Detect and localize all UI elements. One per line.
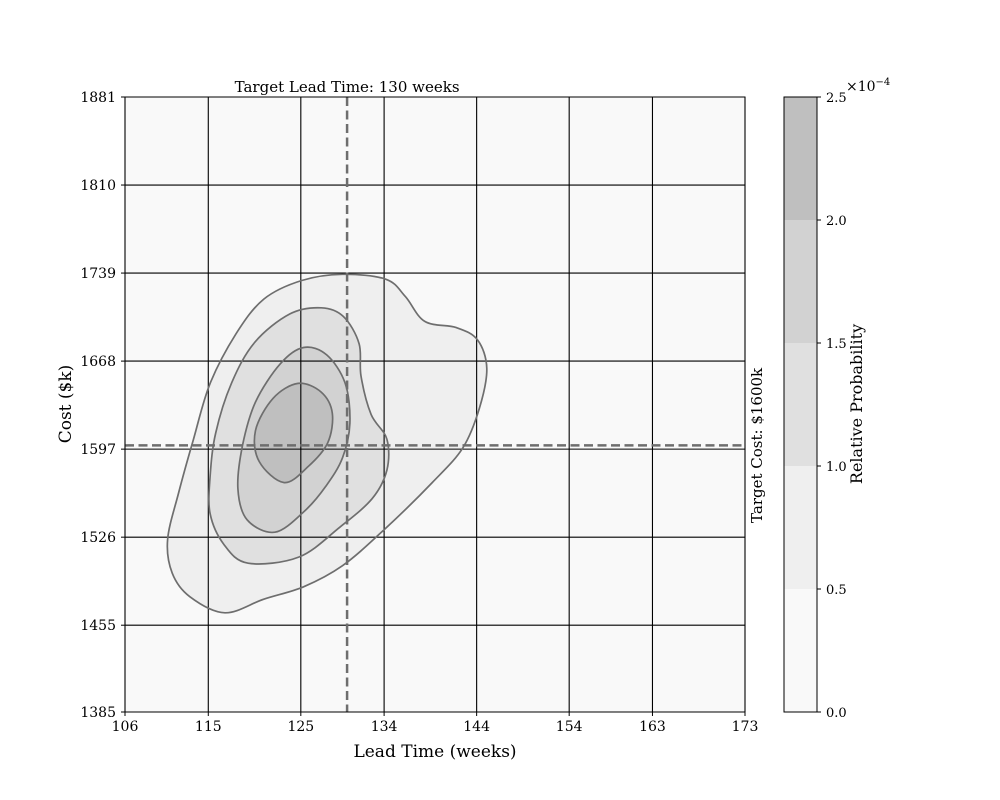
colorbar-band-0	[784, 589, 817, 712]
colorbar-scale-exponent: −4	[876, 77, 891, 88]
y-tick-label: 1668	[80, 354, 116, 370]
x-tick-label: 134	[371, 719, 398, 735]
colorbar-band-2	[784, 343, 817, 466]
colorbar-scale-label: ×10−4	[846, 77, 890, 95]
contour-line-1.5	[236, 346, 351, 534]
colorbar-bands	[784, 97, 817, 712]
x-tick-label: 144	[463, 719, 490, 735]
x-tick-label: 154	[556, 719, 583, 735]
target-cost-label: Target Cost: $1600k	[748, 367, 766, 523]
contour-line-0.5	[166, 273, 488, 614]
y-axis-ticks: 1385 1455 1526 1597 1668 1739 1810 1881	[80, 90, 125, 721]
x-tick-label: 106	[112, 719, 139, 735]
contour-line-2	[253, 382, 334, 484]
colorbar-band-1	[784, 466, 817, 589]
target-lead-time-label: Target Lead Time: 130 weeks	[235, 78, 460, 96]
y-tick-label: 1526	[80, 530, 116, 546]
colorbar-band-4	[784, 97, 817, 220]
x-axis-label: Lead Time (weeks)	[353, 742, 516, 762]
colorbar-tick-label: 1.5	[826, 337, 847, 352]
y-tick-label: 1881	[80, 90, 116, 106]
colorbar-tick-label: 0.5	[826, 583, 847, 598]
x-tick-label: 115	[195, 719, 222, 735]
y-tick-label: 1597	[80, 442, 116, 458]
plot-frame	[124, 96, 746, 713]
colorbar-tick-label: 1.0	[826, 460, 847, 475]
colorbar-ticks: 0.0 0.5 1.0 1.5 2.0 2.5	[817, 91, 847, 721]
x-tick-label: 125	[287, 719, 314, 735]
colorbar: 0.00.51.01.52.02.5 Relative Probability …	[783, 77, 890, 721]
colorbar-label: Relative Probability	[847, 324, 866, 484]
y-tick-label: 1385	[80, 705, 116, 721]
y-axis-label: Cost ($k)	[56, 365, 76, 444]
colorbar-tick-label: 0.0	[826, 706, 847, 721]
x-axis-ticks: 106 115 125 134 144 154 163 173	[112, 712, 759, 735]
y-tick-label: 1810	[80, 178, 116, 194]
x-tick-label: 173	[732, 719, 759, 735]
contour-lines	[166, 273, 488, 614]
y-tick-label: 1455	[80, 618, 116, 634]
x-tick-label: 163	[639, 719, 666, 735]
contour-line-1	[208, 306, 390, 565]
y-tick-label: 1739	[80, 266, 116, 282]
colorbar-tick-label: 2.0	[826, 214, 847, 229]
contour-fill-2	[254, 383, 333, 483]
colorbar-band-3	[784, 220, 817, 343]
colorbar-frame	[783, 96, 818, 713]
colorbar-tick-label: 2.5	[826, 91, 847, 106]
colorbar-scale-base: ×10	[846, 79, 876, 95]
plot-area	[124, 96, 746, 713]
reference-lines	[125, 97, 745, 712]
